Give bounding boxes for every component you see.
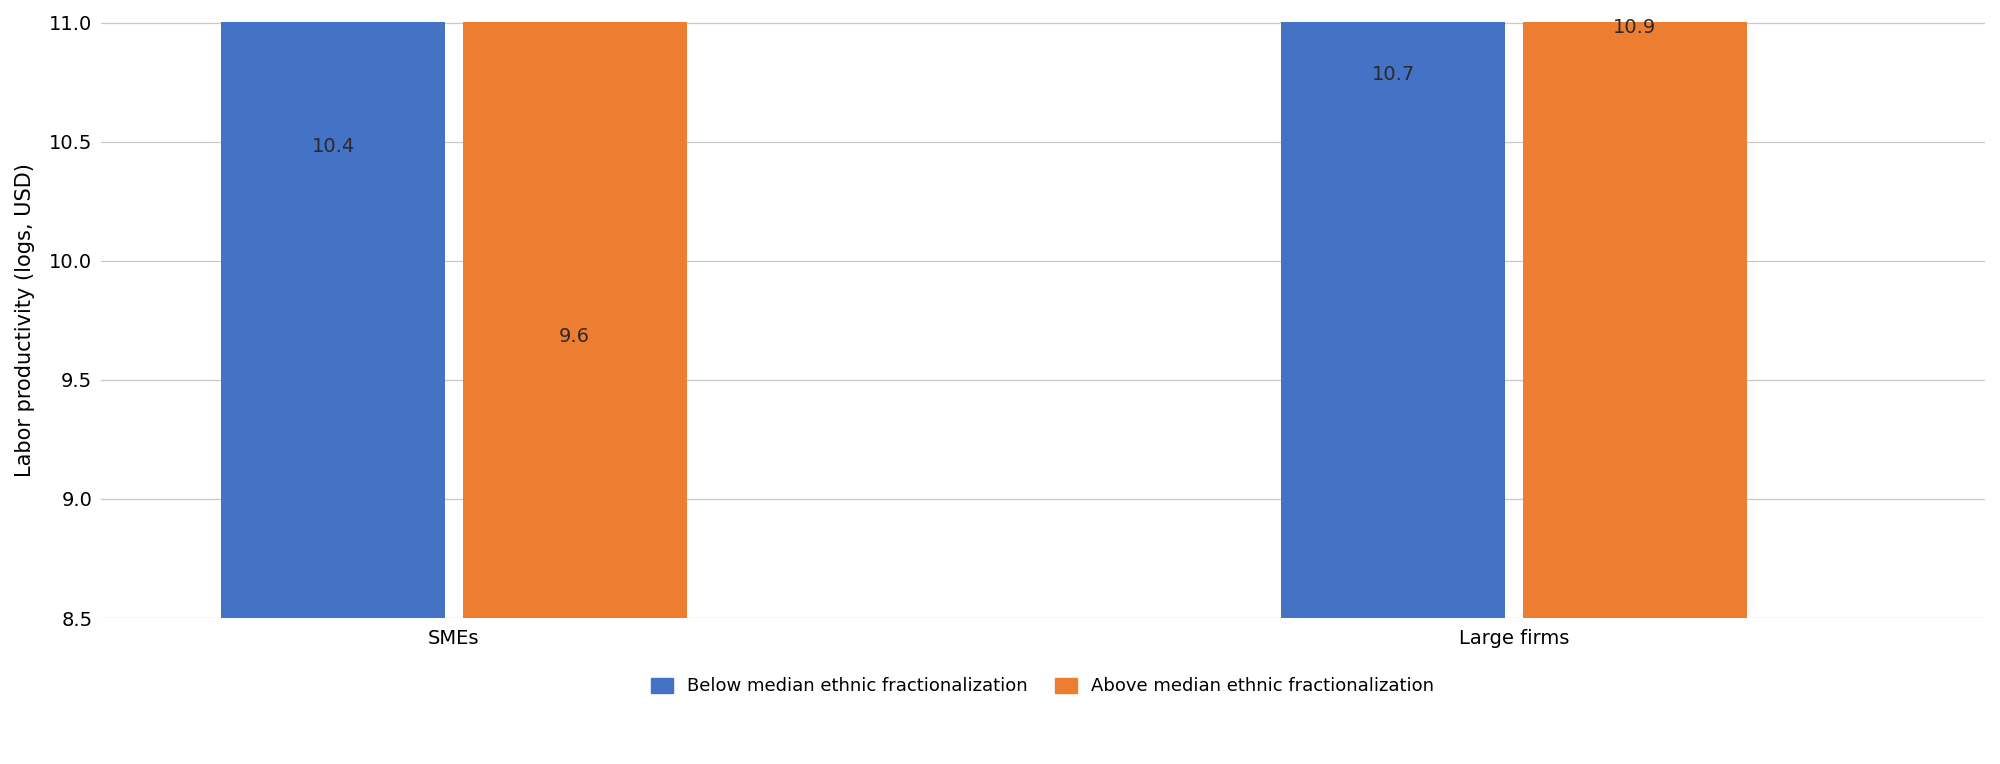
Bar (462, 0, 686, 618)
Text: 10.7: 10.7 (1372, 66, 1414, 85)
Text: 10.9: 10.9 (1612, 18, 1656, 37)
Text: 10.4: 10.4 (312, 137, 354, 156)
Text: 9.6: 9.6 (560, 328, 590, 347)
Bar (1282, 0, 1506, 618)
Bar (1522, 0, 1746, 618)
Bar (222, 0, 446, 618)
Y-axis label: Labor productivity (logs, USD): Labor productivity (logs, USD) (14, 163, 36, 478)
Legend: Below median ethnic fractionalization, Above median ethnic fractionalization: Below median ethnic fractionalization, A… (642, 668, 1444, 704)
